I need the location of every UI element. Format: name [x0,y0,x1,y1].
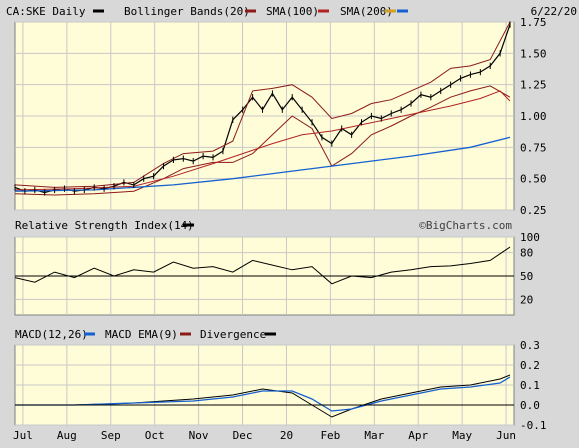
price-series-bollinger-lower [14,85,511,196]
x-label-aug: Aug [57,429,77,442]
price-tick-label: 0.50 [520,173,547,186]
macd-tick-label: 0.0 [520,399,540,412]
macd-y-axis: 0.3 0.2 0.1 0.0 -0.1 [520,339,547,432]
price-tick-label: 1.00 [520,110,547,123]
macd-title: MACD(12,26) [15,328,88,341]
price-tick-label: 1.75 [520,16,547,29]
rsi-panel: 100 80 50 20 Relative Strength Index(14) ©B… [14,219,540,316]
x-label-may: May [452,429,472,442]
price-series-bollinger-upper [14,21,511,188]
rsi-tick-label: 80 [520,247,533,260]
price-tick-label: 0.75 [520,141,547,154]
price-series-sma-100- [14,90,511,191]
rsi-title: Relative Strength Index(14) [15,219,194,232]
legend-sma200-label: SMA(200) [340,5,393,18]
rsi-tick-label: 100 [520,231,540,244]
legend-bollinger-label: Bollinger Bands(20) [124,5,250,18]
price-grid [15,21,514,211]
x-label-oct: Oct [145,429,165,442]
price-panel: 1.75 1.50 1.25 1.00 0.75 0.50 0.25 CA:SKE Dail… [6,5,577,217]
rsi-lines [14,246,514,285]
price-tick-label: 1.50 [520,47,547,60]
macd-tick-label: -0.1 [520,419,547,432]
x-label-mar: Mar [364,429,384,442]
x-label-feb: Feb [320,429,340,442]
chart-date: 6/22/20 [531,5,577,18]
rsi-series-line [14,246,511,285]
x-label-apr: Apr [408,429,428,442]
x-label-20: 20 [280,429,293,442]
price-title: CA:SKE Daily [6,5,86,18]
legend-macd-ema-label: MACD EMA(9) [105,328,178,341]
price-y-axis: 1.75 1.50 1.25 1.00 0.75 0.50 0.25 [520,16,547,217]
macd-series-macd-12-26- [15,374,511,418]
x-label-dec: Dec [233,429,253,442]
rsi-tick-label: 50 [520,270,533,283]
macd-tick-label: 0.1 [520,379,540,392]
price-tick-label: 1.25 [520,79,547,92]
x-label-sep: Sep [101,429,121,442]
macd-tick-label: 0.2 [520,359,540,372]
x-label-jul: Jul [13,429,33,442]
legend-divergence-label: Divergence [200,328,266,341]
legend-sma100-label: SMA(100) [266,5,319,18]
bigcharts-watermark: ©BigCharts.com [419,219,512,232]
macd-tick-label: 0.3 [520,339,540,352]
price-lines [14,21,511,196]
price-series-sma-200- [14,136,511,192]
x-label-jun: Jun [496,429,516,442]
x-axis-labels: Jul Aug Sep Oct Nov Dec 20 Feb Mar Apr May Jun [13,429,516,442]
x-label-nov: Nov [189,429,209,442]
rsi-y-axis: 100 80 50 20 [520,231,540,306]
macd-lines [15,374,514,418]
price-tick-label: 0.25 [520,204,547,217]
macd-panel: 0.3 0.2 0.1 0.0 -0.1 MACD(12,26) MACD EMA(9)… [14,328,547,432]
rsi-tick-label: 20 [520,293,533,306]
